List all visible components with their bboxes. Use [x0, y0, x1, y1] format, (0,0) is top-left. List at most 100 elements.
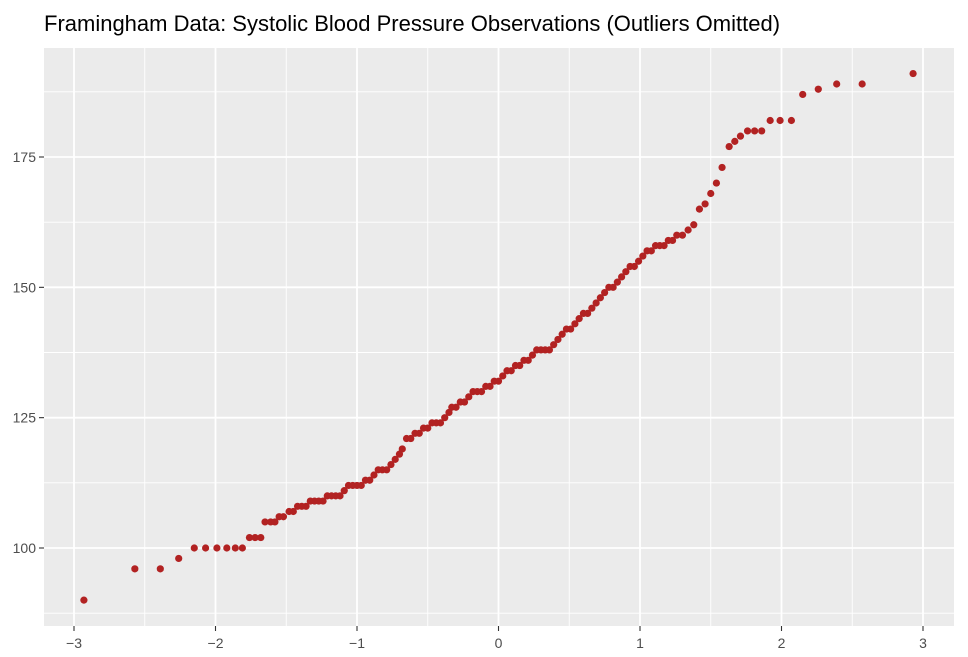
data-point [80, 596, 88, 604]
data-point [701, 200, 709, 208]
data-point [684, 226, 692, 234]
x-axis: −3 −2 −1 0 1 2 3 [66, 626, 927, 651]
data-point [279, 513, 288, 521]
data-point [909, 69, 917, 78]
data-point [575, 315, 583, 323]
data-points [80, 69, 917, 604]
data-point [833, 80, 841, 88]
data-point [407, 434, 415, 443]
chart-title: Framingham Data: Systolic Blood Pressure… [44, 11, 780, 36]
data-point [596, 294, 604, 302]
data-point [758, 127, 766, 135]
data-point [647, 247, 655, 255]
data-point [799, 90, 807, 99]
data-point [302, 502, 310, 510]
data-point [477, 388, 486, 396]
data-point [609, 283, 617, 291]
data-point [751, 127, 759, 135]
data-point [695, 205, 704, 213]
data-point [567, 325, 575, 333]
y-tick-label: 175 [13, 149, 37, 165]
data-point [584, 309, 592, 317]
data-point [690, 221, 698, 229]
major-gridlines [44, 48, 954, 626]
data-point [398, 445, 406, 453]
x-tick-label: −2 [208, 635, 224, 651]
data-point [486, 382, 494, 390]
data-point [787, 116, 796, 125]
data-point [630, 262, 638, 271]
data-point [366, 476, 374, 484]
data-point [499, 372, 507, 380]
data-point [601, 288, 609, 297]
data-point [494, 377, 503, 385]
data-point [156, 565, 164, 573]
data-point [528, 351, 537, 359]
data-point [190, 544, 198, 552]
data-point [516, 361, 524, 370]
data-point [613, 278, 621, 286]
data-point [622, 268, 630, 276]
x-tick-label: 0 [495, 635, 503, 651]
data-point [858, 80, 866, 88]
x-tick-label: 2 [778, 635, 786, 651]
data-point [415, 429, 423, 437]
data-point [261, 518, 269, 526]
data-point [289, 507, 297, 516]
data-point [452, 403, 460, 411]
data-point [673, 231, 681, 239]
data-point [776, 116, 784, 125]
data-point [766, 116, 774, 125]
data-point [678, 231, 687, 239]
x-tick-label: −1 [349, 635, 365, 651]
data-point [731, 137, 739, 145]
y-tick-label: 125 [13, 410, 37, 426]
data-point [814, 85, 822, 93]
data-point [441, 414, 449, 422]
data-point [592, 299, 600, 307]
data-point [245, 533, 254, 542]
data-point [370, 471, 378, 479]
data-point [712, 179, 721, 187]
data-point [251, 533, 259, 542]
data-point [660, 242, 668, 250]
x-tick-label: 1 [636, 635, 644, 651]
data-point [383, 466, 391, 474]
data-point [639, 252, 647, 260]
data-point [460, 398, 469, 406]
data-point [340, 487, 348, 495]
data-point [634, 257, 643, 265]
data-point [391, 455, 399, 463]
data-point [588, 304, 596, 312]
data-point [336, 492, 344, 500]
data-point [424, 424, 432, 432]
data-point [271, 518, 279, 526]
data-point [554, 335, 562, 344]
data-point [707, 189, 715, 198]
data-point [668, 236, 677, 245]
data-point [387, 460, 395, 469]
data-point [175, 554, 183, 563]
data-point [743, 127, 752, 135]
data-point [507, 367, 515, 375]
x-tick-label: −3 [66, 635, 82, 651]
data-point [231, 544, 239, 552]
data-point [550, 341, 558, 349]
data-point [558, 330, 566, 338]
data-point [545, 346, 554, 354]
data-point [571, 320, 579, 328]
data-point [436, 419, 445, 427]
data-point [319, 497, 327, 505]
data-point [223, 544, 231, 552]
data-point [736, 132, 745, 140]
data-point [465, 393, 473, 401]
y-tick-label: 150 [13, 279, 37, 295]
data-point [357, 481, 365, 490]
data-point [238, 544, 246, 552]
data-point [201, 544, 210, 552]
data-point [213, 544, 221, 552]
data-point [725, 142, 733, 151]
data-point [618, 273, 626, 281]
data-point [718, 163, 726, 172]
